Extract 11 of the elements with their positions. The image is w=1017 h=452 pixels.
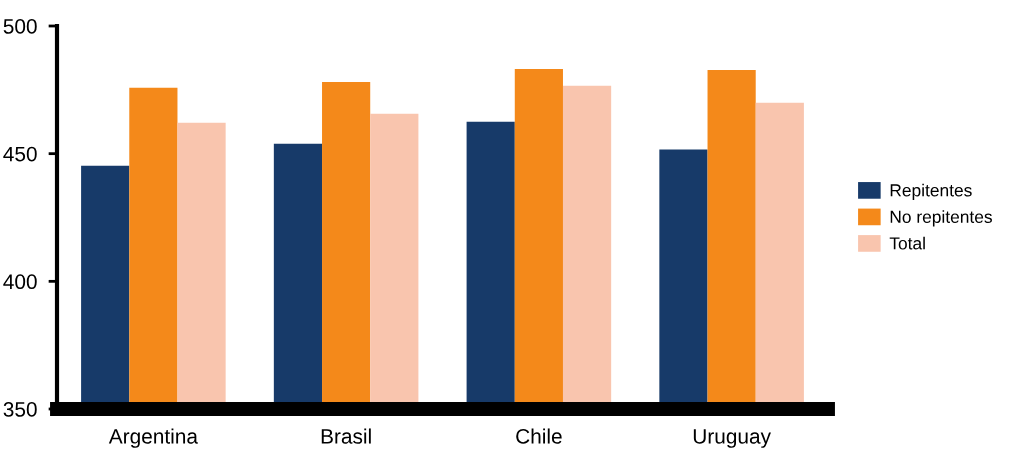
y-tick-label: 400	[3, 274, 37, 290]
x-tick-label: Argentina	[108, 428, 198, 448]
x-tick-label: Chile	[516, 428, 562, 444]
x-tick-label: Brasil	[321, 428, 371, 444]
legend-label: Total	[889, 236, 925, 250]
y-tick-label: 500	[3, 19, 37, 34]
legend-label: No repitentes	[890, 210, 992, 227]
y-tick-label: 450	[3, 146, 37, 162]
y-tick-label: 350	[3, 402, 37, 417]
legend-label: Repitentes	[890, 183, 972, 200]
x-tick-label: Uruguay	[693, 429, 771, 448]
